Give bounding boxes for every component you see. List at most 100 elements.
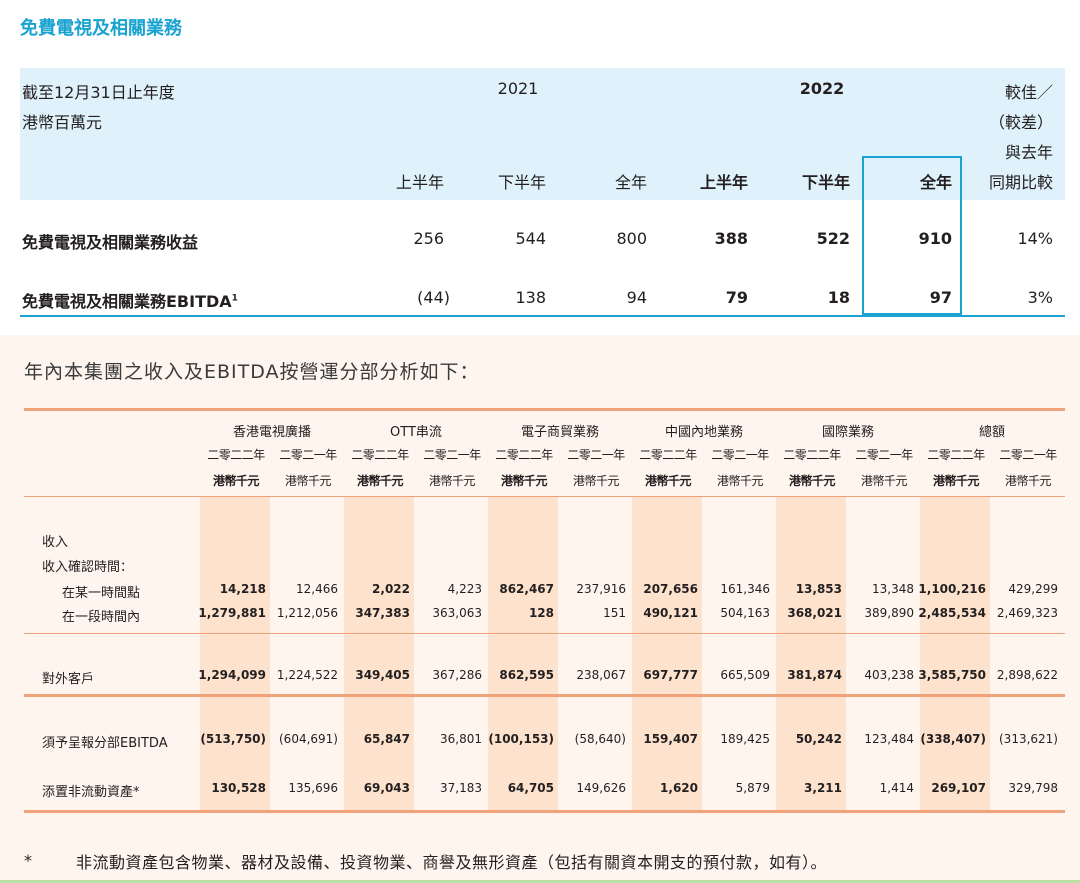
- year-2021-header: 2021: [497, 79, 539, 98]
- cell-over-time-intl-2021: 389,890: [864, 606, 914, 620]
- compare-header-line1: 較佳／: [1004, 83, 1053, 102]
- cell-point-in-time-total-2021: 429,299: [1008, 582, 1058, 596]
- cell-ebitda-hk-2021: (604,691): [279, 732, 338, 746]
- year-2021-china: 二零二一年: [711, 448, 769, 462]
- unit-2021-china: 港幣千元: [716, 474, 764, 488]
- cell-point-in-time-ott-2021: 4,223: [447, 582, 482, 596]
- cell-point-in-time-ecom-2021: 237,916: [576, 582, 626, 596]
- cell-ebitda-china-2022: 159,407: [643, 732, 698, 746]
- page-bottom-bar: [0, 880, 1080, 883]
- cell-revenue-2022-h2: 522: [816, 229, 850, 248]
- label-point-in-time: 在某一時間點: [62, 586, 141, 601]
- free-tv-section: 免費電視及相關業務 截至12月31日止年度 港幣百萬元 2021 2022 較佳…: [0, 0, 1080, 335]
- table-bottom-rule: [20, 315, 1065, 317]
- cell-point-in-time-hk-2022: 14,218: [219, 582, 266, 596]
- unit-2021-intl: 港幣千元: [860, 474, 908, 488]
- table-bottom-rule: [24, 810, 1065, 813]
- row-label-ebitda: 免費電視及相關業務EBITDA1: [22, 288, 238, 312]
- compare-header-line4: 同期比較: [988, 173, 1053, 192]
- label-over-time: 在一段時間內: [62, 610, 141, 625]
- cell-capex-intl-2022: 3,211: [804, 781, 842, 795]
- external-rule: [24, 694, 1065, 697]
- cell-external-total-2022: 3,585,750: [918, 668, 986, 682]
- segment-total: 總額: [978, 425, 1005, 440]
- row-label-revenue: 免費電視及相關業務收益: [22, 233, 199, 252]
- cell-external-china-2022: 697,777: [643, 668, 698, 682]
- period-label: 截至12月31日止年度: [22, 83, 175, 102]
- unit-2022-intl: 港幣千元: [788, 474, 836, 488]
- cell-external-ott-2021: 367,286: [432, 668, 482, 682]
- label-external: 對外客戶: [42, 672, 95, 687]
- cell-external-intl-2021: 403,238: [864, 668, 914, 682]
- cell-external-total-2021: 2,898,622: [996, 668, 1058, 682]
- year-2021-ott: 二零二一年: [423, 448, 481, 462]
- cell-revenue-2021-h2: 544: [515, 229, 546, 248]
- cell-point-in-time-total-2022: 1,100,216: [918, 582, 986, 596]
- cell-point-in-time-intl-2021: 13,348: [872, 582, 914, 596]
- cell-over-time-china-2022: 490,121: [643, 606, 698, 620]
- cell-ebitda-intl-2021: 123,484: [864, 732, 914, 746]
- segment-hk-tv: 香港電視廣播: [232, 425, 311, 440]
- year-2022-ecom: 二零二二年: [495, 448, 553, 462]
- cell-external-ott-2022: 349,405: [355, 668, 410, 682]
- unit-2021-total: 港幣千元: [1004, 474, 1052, 488]
- cell-over-time-total-2021: 2,469,323: [996, 606, 1058, 620]
- year-2021-hk: 二零二一年: [279, 448, 337, 462]
- cell-capex-china-2022: 1,620: [660, 781, 698, 795]
- label-ebitda: 須予呈報分部EBITDA: [42, 736, 168, 751]
- cell-ebitda-2022-h2: 18: [827, 288, 850, 307]
- cell-external-china-2021: 665,509: [720, 668, 770, 682]
- cell-ebitda-ecom-2022: (100,153): [488, 732, 554, 746]
- subcol-2022-h2: 下半年: [801, 173, 850, 192]
- cell-ebitda-2021-h2: 138: [515, 288, 546, 307]
- subcol-2022-h1: 上半年: [699, 173, 748, 192]
- unit-2021-ecom: 港幣千元: [572, 474, 620, 488]
- cell-ebitda-change: 3%: [1027, 288, 1053, 307]
- segment-china: 中國內地業務: [664, 425, 743, 440]
- cell-ebitda-2022-h1: 79: [725, 288, 748, 307]
- cell-ebitda-2021-full: 94: [626, 288, 647, 307]
- unit-2022-total: 港幣千元: [932, 474, 980, 488]
- unit-2022-china: 港幣千元: [644, 474, 692, 488]
- cell-over-time-intl-2022: 368,021: [787, 606, 842, 620]
- cell-capex-hk-2021: 135,696: [288, 781, 338, 795]
- cell-revenue-2021-full: 800: [616, 229, 647, 248]
- cell-ebitda-2021-h1: (44): [417, 288, 450, 307]
- cell-point-in-time-china-2022: 207,656: [643, 582, 698, 596]
- cell-ebitda-ecom-2021: (58,640): [574, 732, 626, 746]
- cell-over-time-ott-2021: 363,063: [432, 606, 482, 620]
- cell-over-time-hk-2022: 1,279,881: [198, 606, 266, 620]
- cell-over-time-ott-2022: 347,383: [355, 606, 410, 620]
- unit-2021-ott: 港幣千元: [428, 474, 476, 488]
- year-2022-ott: 二零二二年: [351, 448, 409, 462]
- cell-capex-total-2021: 329,798: [1008, 781, 1058, 795]
- cell-capex-hk-2022: 130,528: [211, 781, 266, 795]
- note-marker: *: [24, 851, 32, 870]
- cell-revenue-2022-h1: 388: [714, 229, 748, 248]
- cell-ebitda-ott-2022: 65,847: [363, 732, 410, 746]
- cell-point-in-time-ecom-2022: 862,467: [499, 582, 554, 596]
- unit-2021-hk: 港幣千元: [284, 474, 332, 488]
- header-rule: [24, 496, 1065, 497]
- unit-2022-ott: 港幣千元: [356, 474, 404, 488]
- segment-ecommerce: 電子商貿業務: [520, 425, 599, 440]
- cell-ebitda-intl-2022: 50,242: [795, 732, 842, 746]
- revenue-rule: [24, 633, 1065, 634]
- cell-point-in-time-ott-2022: 2,022: [372, 582, 410, 596]
- cell-capex-total-2022: 269,107: [931, 781, 986, 795]
- unit-2022-ecom: 港幣千元: [500, 474, 548, 488]
- year-2022-header: 2022: [799, 79, 845, 98]
- cell-ebitda-total-2022: (338,407): [920, 732, 986, 746]
- year-2022-china: 二零二二年: [639, 448, 697, 462]
- year-2022-hk: 二零二二年: [207, 448, 265, 462]
- cell-ebitda-2022-full: 97: [929, 288, 952, 307]
- cell-over-time-ecom-2021: 151: [603, 606, 626, 620]
- cell-capex-intl-2021: 1,414: [879, 781, 914, 795]
- compare-header-line3: 與去年: [1004, 143, 1053, 162]
- year-2021-total: 二零二一年: [999, 448, 1057, 462]
- compare-header-line2: （較差）: [988, 113, 1053, 132]
- cell-capex-china-2021: 5,879: [735, 781, 770, 795]
- shade-col-intl-2022: [776, 497, 846, 813]
- cell-ebitda-hk-2022: (513,750): [200, 732, 266, 746]
- highlight-full-year-box: [862, 156, 962, 315]
